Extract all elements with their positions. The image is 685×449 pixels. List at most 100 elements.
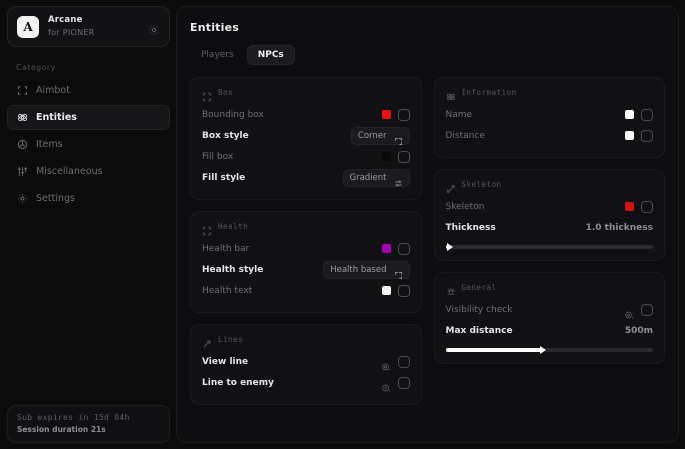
tab-npcs[interactable]: NPCs [246,45,295,65]
row-label: Thickness [445,222,496,233]
checkbox-view-line[interactable] [397,355,410,368]
card-information: Information Name Distance [433,77,665,158]
sidebar-item-miscellaneous[interactable]: Miscellaneous [7,159,170,184]
row-fill-style: Fill style Gradient [202,167,410,188]
sidebar-nav: Aimbot Entities Items Miscellaneous [7,78,170,211]
eye-scan-icon [624,305,634,319]
checkbox-skeleton[interactable] [641,200,653,213]
row-label: Bounding box [202,109,264,120]
card-title: Health [218,221,249,231]
sidebar-item-label: Settings [36,193,75,204]
app-name: Arcane [48,15,83,26]
checkbox-bounding-box[interactable] [397,108,410,121]
row-name: Name [445,104,653,125]
slider-max-distance[interactable] [445,346,653,354]
sidebar-item-label: Miscellaneous [36,166,103,177]
card-health: Health Health bar Health style [190,211,422,313]
row-label: Name [445,109,473,120]
row-label: View line [202,356,249,367]
row-health-style: Health style Health based [202,259,410,280]
dropdown-value: Gradient [349,172,387,183]
row-health-bar: Health bar [202,238,410,259]
atom-icon [446,87,456,101]
row-label: Health bar [202,243,250,254]
sidebar-item-aimbot[interactable]: Aimbot [7,78,170,103]
row-label: Fill style [202,172,246,183]
sidebar-item-settings[interactable]: Settings [7,186,170,211]
sidebar: A Arcane for PIONER Category Aimbot [7,6,170,443]
color-swatch[interactable] [625,202,634,211]
main-panel: Entities Players NPCs Box Bounding box [176,6,679,443]
checkbox-health-bar[interactable] [397,242,410,255]
max-distance-value: 500m [624,325,653,336]
gear-icon[interactable] [148,21,160,35]
row-controls [381,242,410,255]
slider-knob[interactable] [446,243,453,251]
row-fill-box: Fill box [202,146,410,167]
row-label: Line to enemy [202,377,274,388]
color-swatch[interactable] [625,131,634,140]
brand-card[interactable]: A Arcane for PIONER [7,6,170,47]
bone-icon [446,179,456,194]
row-thickness: Thickness 1.0 thickness [446,217,654,238]
row-controls [381,284,410,297]
tab-bar: Players NPCs [190,45,665,65]
gear-icon [17,193,28,204]
row-label: Fill box [202,151,234,162]
checkbox-health-text[interactable] [397,284,410,297]
target-icon [381,378,391,392]
row-controls [381,150,410,163]
row-label: Visibility check [445,304,513,315]
atom-icon [17,112,28,123]
row-label: Max distance [445,325,513,336]
slider-thickness[interactable] [445,243,653,251]
card-title: General [461,282,497,292]
color-swatch[interactable] [625,110,634,119]
thickness-value: 1.0 thickness [585,222,653,233]
session-duration-text: Session duration 21s [17,425,106,434]
checkbox-distance[interactable] [641,129,653,142]
row-controls [381,108,410,121]
slider-knob[interactable] [540,346,547,354]
checkbox-fill-box[interactable] [397,150,410,163]
card-header: Information [446,87,654,101]
card-header: Box [202,87,410,101]
sidebar-item-label: Entities [36,112,77,123]
dropdown-fill-style[interactable]: Gradient [342,168,410,187]
sidebar-item-items[interactable]: Items [7,132,170,157]
dropdown-health-style[interactable]: Health based [323,260,410,279]
package-icon [17,139,28,150]
arrow-diagonal-icon [202,334,212,348]
dropdown-value: Health based [330,264,387,275]
checkbox-name[interactable] [641,108,653,121]
row-controls [624,303,653,319]
row-health-text: Health text [202,280,410,301]
swap-icon [394,173,403,187]
row-controls [625,108,653,121]
card-header: Lines [202,334,410,348]
row-controls: Health based [323,260,410,279]
row-max-distance: Max distance 500m [446,320,654,341]
box-corners-icon [202,87,212,101]
row-controls [381,376,410,392]
row-distance: Distance [446,125,653,146]
color-swatch[interactable] [381,152,391,161]
row-bounding-box: Bounding box [202,104,410,125]
subscription-status: Sub expires in 15d 04h Session duration … [7,405,170,443]
crosshair-icon [17,85,28,96]
app-logo: A [17,15,39,38]
app-subtitle: for PIONER [48,27,95,37]
checkbox-line-to-enemy[interactable] [397,376,410,389]
row-view-line: View line [202,351,410,372]
dropdown-box-style[interactable]: Corner [350,126,410,145]
checkbox-visibility-check[interactable] [641,303,653,316]
category-label: Category [16,63,56,72]
row-label: Box style [202,130,249,141]
color-swatch[interactable] [381,286,391,295]
color-swatch[interactable] [381,110,391,119]
row-controls: Corner [350,126,410,145]
color-swatch[interactable] [381,244,391,253]
sidebar-item-entities[interactable]: Entities [7,105,170,130]
row-visibility-check: Visibility check [445,299,653,320]
tab-players[interactable]: Players [201,50,234,60]
